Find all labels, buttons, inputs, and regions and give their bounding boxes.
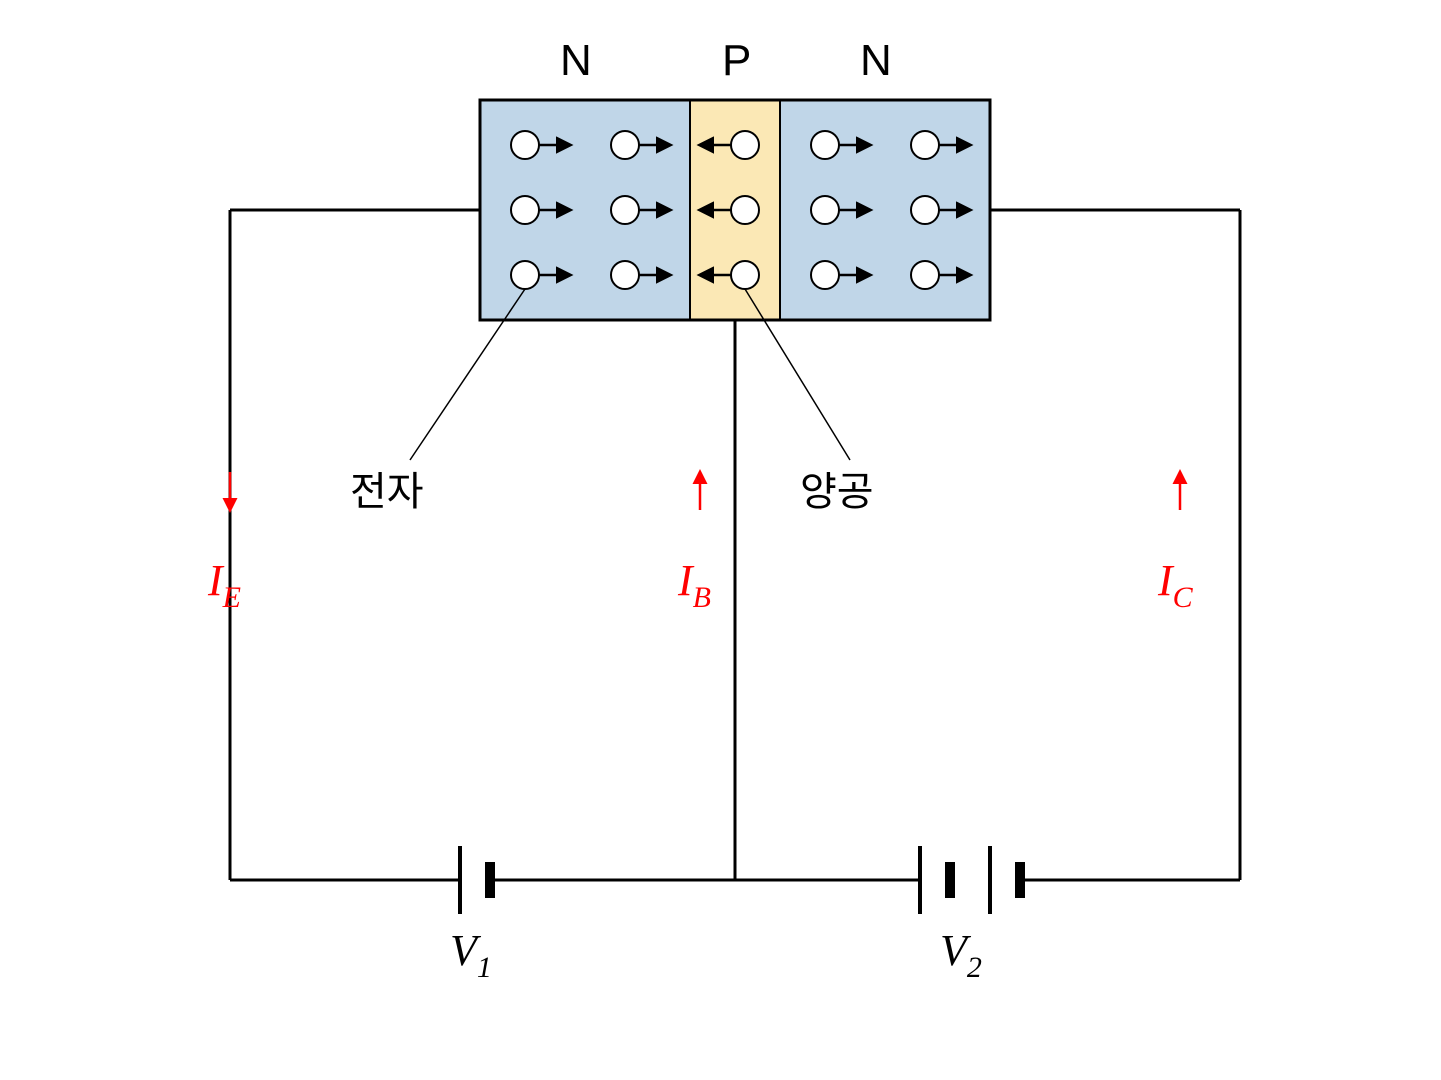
label-v2: V2 — [940, 926, 982, 984]
battery-v2 — [920, 846, 1020, 914]
label-electron: 전자 — [350, 470, 424, 514]
label-ie: IE — [207, 556, 241, 614]
label-v1: V1 — [450, 926, 492, 984]
label-ic: IC — [1157, 556, 1194, 614]
battery-v1 — [460, 846, 490, 914]
label-n-right: N — [860, 36, 892, 85]
label-n-left: N — [560, 36, 592, 85]
npn-transistor-circuit-diagram: N P N 전자 양 — [80, 0, 1360, 1000]
label-ib: IB — [677, 556, 711, 614]
label-p: P — [722, 36, 751, 85]
label-hole: 양공 — [800, 470, 874, 514]
